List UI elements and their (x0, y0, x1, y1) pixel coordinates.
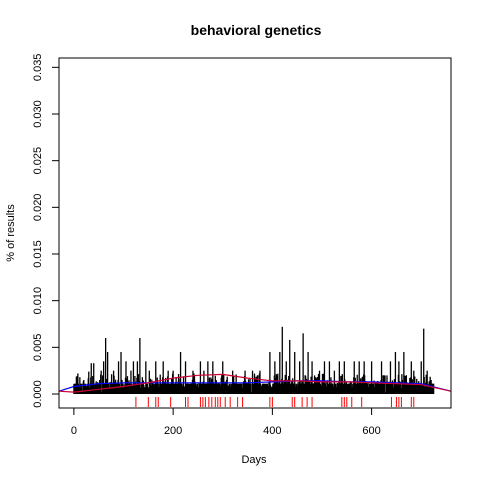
y-axis: 0.000 0.005 0.010 0.015 0.020 0.025 0.030 0.035 (32, 54, 60, 408)
plot-frame (58, 57, 452, 409)
plot-marks (59, 326, 451, 407)
x-axis: 0 200 400 600 (71, 407, 381, 437)
bars (73, 326, 435, 394)
x-tick-label: 200 (164, 425, 182, 437)
chart-title: behavioral genetics (191, 22, 322, 38)
y-tick-label: 0.000 (32, 380, 44, 408)
y-tick-label: 0.030 (32, 100, 44, 128)
rug (135, 397, 415, 407)
y-tick-label: 0.025 (32, 147, 44, 175)
x-tick-label: 400 (263, 425, 281, 437)
plot-area (58, 57, 452, 409)
y-axis-label: % of results (5, 204, 17, 262)
y-tick-label: 0.035 (32, 54, 44, 82)
y-tick-label: 0.010 (32, 287, 44, 315)
x-axis-label: Days (241, 454, 267, 466)
x-tick-label: 0 (71, 425, 77, 437)
series-line-0 (59, 380, 451, 392)
y-tick-label: 0.005 (32, 334, 44, 362)
x-tick-label: 600 (362, 425, 380, 437)
y-tick-label: 0.015 (32, 240, 44, 268)
y-tick-label: 0.020 (32, 194, 44, 222)
series-line-1 (59, 373, 451, 393)
